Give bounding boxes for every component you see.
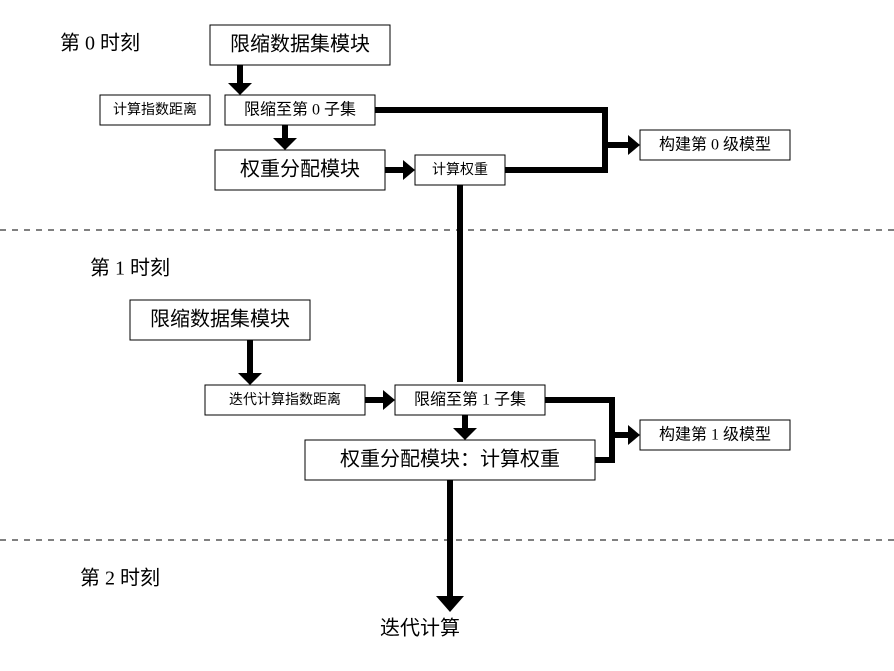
label-n0_weight_module: 权重分配模块	[240, 158, 360, 181]
label-n1_weight_combined: 权重分配模块：计算权重	[340, 448, 560, 471]
label-n0_calc_dist: 计算指数距离	[113, 101, 197, 118]
label-n0_subset: 限缩至第 0 子集	[244, 101, 356, 119]
label-n1_reduce_module: 限缩数据集模块	[150, 308, 290, 331]
label-n0_calc_weight: 计算权重	[432, 162, 488, 178]
section-title-t2: 第 2 时刻	[80, 567, 160, 590]
final-label: 迭代计算	[380, 617, 460, 640]
label-n0_reduce_module: 限缩数据集模块	[230, 33, 370, 56]
label-n1_build: 构建第 1 级模型	[659, 426, 771, 444]
label-n1_iter_dist: 迭代计算指数距离	[229, 391, 341, 408]
section-title-t1: 第 1 时刻	[90, 257, 170, 280]
label-n1_subset: 限缩至第 1 子集	[414, 391, 526, 409]
section-title-t0: 第 0 时刻	[60, 32, 140, 55]
label-n0_build: 构建第 0 级模型	[659, 136, 771, 154]
